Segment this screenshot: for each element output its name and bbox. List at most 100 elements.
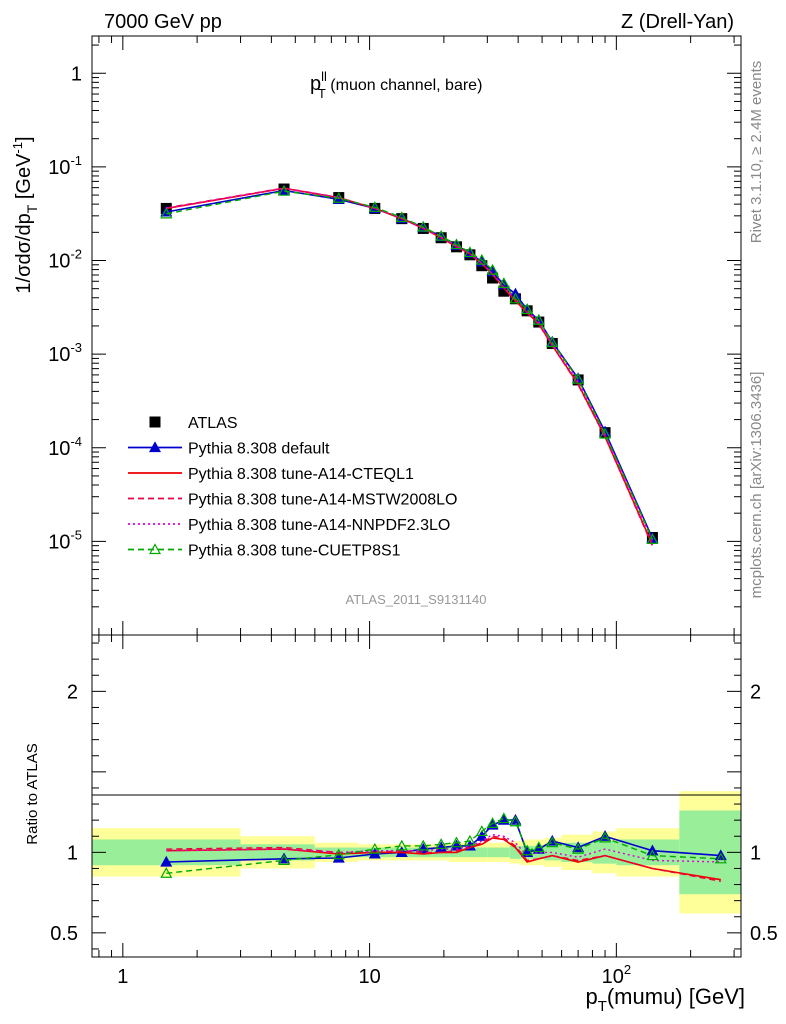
ratio-series-point-0 — [332, 851, 345, 863]
ratio-series-point-4 — [532, 841, 545, 853]
header-left: 7000 GeV pp — [104, 11, 222, 33]
legend-label: ATLAS — [188, 415, 238, 432]
main-axes-layer: 10-5 10-4 10-3 10-2 10-1 1 — [48, 36, 741, 636]
ratio-series-point-4 — [463, 834, 476, 846]
main-ylabel: 1/σdσ/dpT [GeV-1] — [10, 136, 40, 293]
uncertainty-band-green — [476, 847, 488, 858]
y-tick-label-main: 10-5 — [48, 527, 82, 553]
x-tick-label: 102 — [602, 962, 631, 988]
x-tick-label: 1 — [117, 966, 128, 988]
y-tick-label-ratio: 1 — [67, 842, 78, 864]
ratio-series-point-0 — [532, 842, 545, 854]
main-series-point-5 — [646, 533, 659, 544]
ratio-panel: 1 10 102 0.5 0.5 1 1 2 2 Ratio to ATLAS — [24, 634, 778, 988]
main-series-point-5 — [572, 372, 585, 384]
main-series-line-5 — [166, 190, 654, 540]
side-text-top: Rivet 3.1.10, ≥ 2.4M events — [748, 61, 765, 244]
y-tick-label-ratio: 0.5 — [50, 923, 78, 945]
main-series-line-4 — [166, 187, 654, 541]
main-series-point-0 — [498, 285, 510, 297]
ratio-series-point-4 — [486, 817, 499, 828]
ratio-frame — [91, 634, 742, 958]
ratio-series-line-4 — [166, 817, 721, 874]
main-series-line-1 — [166, 189, 654, 539]
ratio-series-point-4 — [599, 831, 612, 843]
main-series-point-5 — [450, 238, 463, 250]
y-tick-label-ratio-right: 1 — [750, 842, 761, 864]
ratio-series-point-4 — [475, 825, 488, 837]
uncertainty-band-green — [463, 847, 477, 858]
uncertainty-band-green — [487, 847, 498, 858]
ratio-series-point-4 — [546, 836, 559, 848]
y-tick-label-main: 10-4 — [48, 434, 82, 460]
legend: ATLAS Pythia 8.308 default Pythia 8.308 tu… — [128, 415, 457, 560]
ratio-series-point-4 — [277, 854, 291, 866]
ratio-series-point-4 — [646, 849, 659, 861]
analysis-id: ATLAS_2011_S9131140 — [346, 592, 487, 607]
legend-label: Pythia 8.308 tune-A14-NNPDF2.3LO — [188, 517, 450, 534]
main-series-point-5 — [277, 184, 291, 196]
legend-label: Pythia 8.308 default — [188, 441, 330, 458]
x-tick-label: 10 — [358, 966, 380, 988]
ratio-axes-layer: 1 10 102 0.5 0.5 1 1 2 2 — [50, 635, 778, 988]
y-tick-label-main: 10-1 — [48, 153, 82, 179]
main-series-point-5 — [463, 246, 476, 258]
main-series-point-5 — [497, 277, 510, 288]
ratio-series-point-4 — [497, 812, 510, 824]
y-tick-label-ratio-right: 2 — [750, 681, 761, 703]
ratio-series-point-0 — [435, 841, 448, 853]
main-series-point-5 — [332, 192, 345, 203]
legend-label: Pythia 8.308 tune-CUETP8S1 — [188, 543, 401, 560]
uncertainty-band-green — [592, 841, 617, 864]
ratio-series-point-4 — [417, 839, 430, 851]
y-tick-label-ratio-right: 0.5 — [750, 923, 778, 945]
ratio-series-point-0 — [417, 842, 430, 854]
y-tick-label-main: 1 — [71, 63, 82, 85]
main-series-point-5 — [486, 263, 499, 275]
ratio-series-point-4 — [368, 842, 381, 854]
main-panel: 10-5 10-4 10-3 10-2 10-1 1 pll T (muon channel… — [10, 35, 742, 636]
main-series-point-5 — [395, 211, 408, 223]
main-title: pll T (muon channel, bare) — [310, 69, 482, 101]
legend-marker — [149, 416, 161, 428]
main-series-point-5 — [160, 207, 173, 219]
legend-marker — [148, 543, 162, 555]
main-series-point-5 — [475, 253, 488, 265]
uncertainty-band-green — [497, 847, 510, 858]
ratio-series-layer — [160, 812, 727, 882]
ratio-series-point-4 — [521, 844, 534, 856]
main-series-point-5 — [509, 292, 522, 304]
main-series-point-5 — [599, 427, 612, 439]
ratio-series-point-4 — [714, 852, 727, 864]
main-series-point-5 — [435, 229, 448, 241]
y-tick-label-ratio: 2 — [67, 681, 78, 703]
ratio-series-point-4 — [395, 839, 408, 851]
legend-label: Pythia 8.308 tune-A14-CTEQL1 — [188, 466, 414, 483]
ratio-series-point-0 — [160, 855, 173, 867]
main-series-layer — [160, 183, 659, 547]
legend-marker — [148, 441, 162, 453]
main-series-point-5 — [546, 336, 559, 348]
ratio-series-line-0 — [166, 819, 721, 863]
main-series-point-5 — [532, 314, 545, 325]
main-series-point-5 — [368, 201, 381, 212]
ratio-series-point-0 — [450, 839, 463, 851]
side-text-bottom: mcplots.cern.ch [arXiv:1306.3436] — [748, 372, 765, 599]
main-series-point-0 — [487, 272, 499, 284]
header-right: Z (Drell-Yan) — [621, 11, 734, 33]
ratio-series-point-4 — [332, 848, 345, 860]
uncertainty-band-green — [509, 845, 521, 859]
ratio-ylabel: Ratio to ATLAS — [24, 743, 41, 844]
ratio-series-point-0 — [521, 846, 534, 857]
y-tick-label-main: 10-2 — [48, 247, 82, 273]
x-axis-label: pT(mumu) [GeV] — [585, 984, 745, 1015]
ratio-series-point-4 — [509, 815, 522, 827]
ratio-series-point-4 — [572, 842, 585, 854]
main-series-point-5 — [521, 303, 534, 315]
legend-label: Pythia 8.308 tune-A14-MSTW2008LO — [188, 492, 457, 509]
y-tick-label-main: 10-3 — [48, 340, 82, 366]
main-series-point-5 — [417, 220, 430, 232]
ratio-series-point-4 — [450, 836, 463, 848]
ratio-series-point-4 — [435, 838, 448, 849]
